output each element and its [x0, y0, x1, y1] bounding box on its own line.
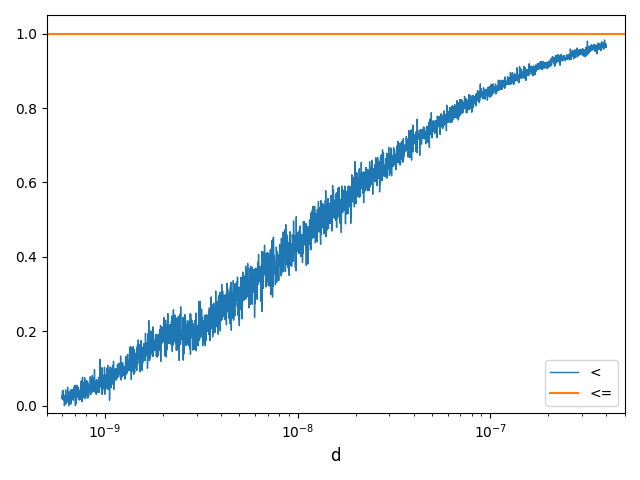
- <: [592, 46, 600, 51]
- <: [120, 370, 128, 375]
- <: [153, 334, 161, 339]
- <: [61, 403, 68, 408]
- <: [291, 246, 298, 252]
- Legend: <, <=: <, <=: [545, 360, 618, 406]
- <: [533, 64, 541, 70]
- <: [601, 37, 609, 43]
- Line: <: <: [62, 40, 606, 406]
- X-axis label: d: d: [331, 447, 341, 465]
- <: [602, 42, 610, 48]
- <: [58, 393, 66, 399]
- <: [267, 291, 275, 297]
